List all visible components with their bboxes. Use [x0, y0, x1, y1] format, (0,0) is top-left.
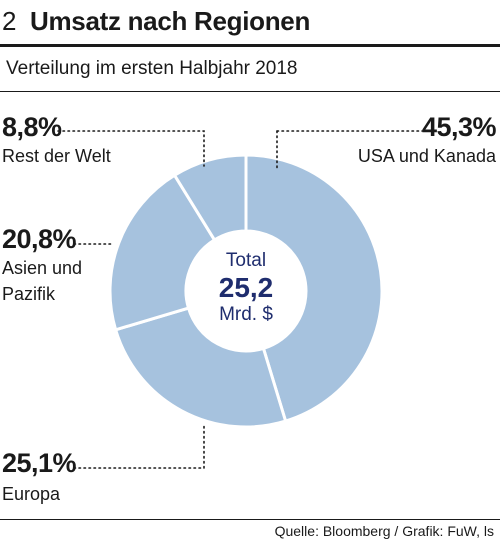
- europe-name-label: Europa: [2, 484, 61, 504]
- footer-rule: [0, 519, 500, 520]
- usa-percent-label: 45,3%: [421, 112, 497, 142]
- rest-percent-label: 8,8%: [2, 112, 62, 142]
- slice-usa: [244, 153, 384, 423]
- europe-percent-label: 25,1%: [2, 448, 77, 478]
- usa-name-label: USA und Kanada: [357, 146, 496, 166]
- slice-europe: [113, 306, 288, 429]
- slice-rest: [172, 153, 248, 243]
- total-caption: Total: [225, 250, 267, 271]
- leader-europe: [73, 423, 205, 469]
- total-value: 25,2: [218, 272, 274, 303]
- leader-rest: [57, 130, 205, 167]
- chart-subtitle: Verteilung im ersten Halbjahr 2018: [6, 58, 298, 79]
- total-unit: Mrd. $: [219, 304, 273, 325]
- chart-number: 2: [2, 6, 17, 36]
- chart-title: Umsatz nach Regionen: [30, 6, 311, 36]
- total-label: Total 25,2 Mrd. $: [196, 250, 296, 326]
- asia-name-label-line2: Pazifik: [2, 284, 56, 304]
- header-rule: [0, 44, 500, 47]
- source-note: Quelle: Bloomberg / Grafik: FuW, ls: [274, 523, 494, 539]
- asia-percent-label: 20,8%: [2, 224, 77, 254]
- asia-name-label-line1: Asien und: [2, 258, 83, 278]
- subtitle-rule: [0, 91, 500, 92]
- rest-name-label: Rest der Welt: [2, 146, 111, 166]
- slice-asia: [108, 173, 217, 332]
- chart-header: 2 Umsatz nach Regionen: [0, 0, 500, 48]
